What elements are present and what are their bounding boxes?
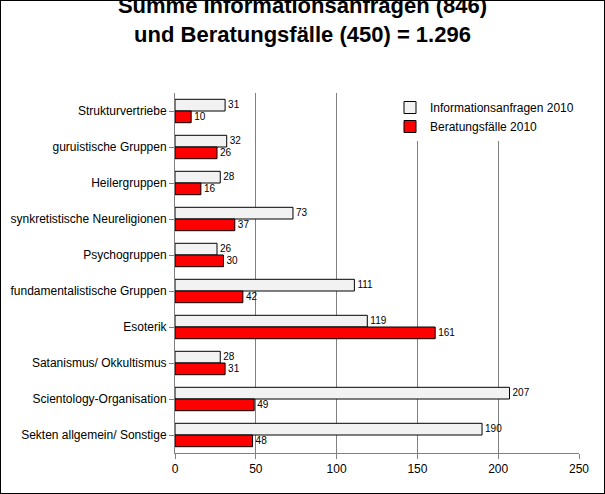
svg-text:30: 30 (226, 255, 238, 266)
svg-text:111: 111 (357, 279, 373, 290)
svg-text:32: 32 (230, 135, 242, 146)
svg-text:Scientology-Organisation: Scientology-Organisation (33, 392, 167, 406)
svg-text:fundamentalistische Gruppen: fundamentalistische Gruppen (11, 284, 167, 298)
svg-text:28: 28 (223, 171, 235, 182)
svg-text:49: 49 (257, 399, 269, 410)
svg-text:Esoterik: Esoterik (123, 320, 167, 334)
svg-text:207: 207 (513, 387, 530, 398)
svg-text:16: 16 (204, 183, 216, 194)
svg-text:48: 48 (256, 435, 268, 446)
svg-text:guruistische Gruppen: guruistische Gruppen (53, 140, 167, 154)
svg-text:31: 31 (228, 363, 240, 374)
svg-text:150: 150 (407, 462, 427, 476)
svg-text:50: 50 (249, 462, 263, 476)
svg-text:31: 31 (228, 99, 240, 110)
svg-text:26: 26 (220, 147, 232, 158)
svg-text:Psychogruppen: Psychogruppen (83, 248, 166, 262)
svg-text:Satanismus/ Okkultismus: Satanismus/ Okkultismus (32, 356, 167, 370)
svg-text:0: 0 (172, 462, 179, 476)
svg-text:Sekten allgemein/ Sonstige: Sekten allgemein/ Sonstige (21, 428, 167, 442)
svg-text:73: 73 (296, 207, 308, 218)
svg-text:10: 10 (194, 111, 206, 122)
svg-text:119: 119 (370, 315, 386, 326)
svg-text:42: 42 (246, 291, 258, 302)
svg-text:Beratungsfälle 2010: Beratungsfälle 2010 (430, 120, 537, 134)
svg-text:37: 37 (238, 219, 250, 230)
svg-text:190: 190 (485, 423, 502, 434)
svg-text:200: 200 (488, 462, 508, 476)
svg-text:Strukturvertriebe: Strukturvertriebe (78, 104, 167, 118)
svg-text:Summe Informationsanfragen (84: Summe Informationsanfragen (846)und Bera… (118, 1, 487, 47)
svg-text:250: 250 (569, 462, 589, 476)
svg-text:Heilergruppen: Heilergruppen (91, 176, 166, 190)
svg-text:26: 26 (220, 243, 232, 254)
svg-text:Informationsanfragen 2010: Informationsanfragen 2010 (430, 101, 574, 115)
svg-text:28: 28 (223, 351, 235, 362)
svg-text:100: 100 (327, 462, 347, 476)
svg-text:161: 161 (438, 327, 455, 338)
svg-text:synkretistische Neureligionen: synkretistische Neureligionen (11, 212, 167, 226)
